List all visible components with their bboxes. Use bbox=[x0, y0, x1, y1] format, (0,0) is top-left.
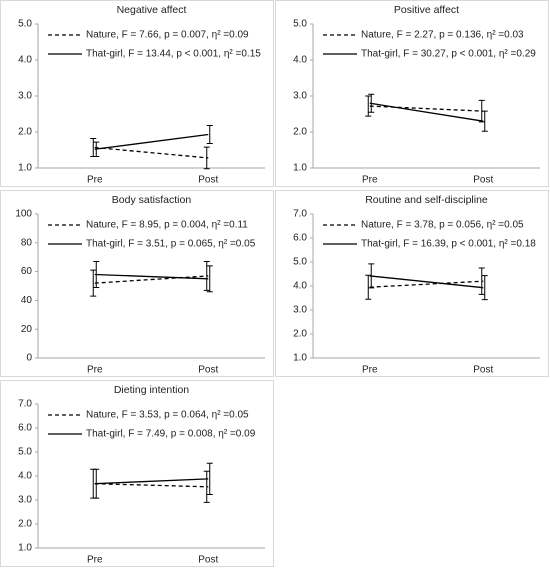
error-bar bbox=[93, 141, 100, 157]
panel-border bbox=[0, 380, 274, 567]
y-tick-label: 7.0 bbox=[293, 209, 307, 220]
x-tick-label: Post bbox=[473, 175, 493, 186]
chart-panel: Positive affect 1.0 2.0 3.0 4.0 5.0 Pre Post Nat… bbox=[275, 0, 549, 187]
x-tick-label: Pre bbox=[362, 365, 378, 376]
y-tick-label: 40 bbox=[21, 295, 33, 306]
y-tick-label: 3.0 bbox=[293, 91, 307, 102]
legend-label: That-girl, F = 30.27, p < 0.001, η² =0.2… bbox=[361, 49, 536, 60]
chart-title: Negative affect bbox=[117, 4, 187, 16]
y-tick-label: 7.0 bbox=[18, 399, 32, 410]
chart-panel: Routine and self-discipline 1.0 2.0 3.0 4.0 5… bbox=[275, 190, 549, 377]
y-tick-label: 4.0 bbox=[18, 55, 32, 66]
y-tick-label: 3.0 bbox=[293, 305, 307, 316]
error-bar bbox=[93, 468, 100, 499]
x-tick-label: Post bbox=[198, 555, 218, 566]
legend-label: Nature, F = 2.27, p = 0.136, η² =0.03 bbox=[361, 30, 524, 41]
y-tick-label: 4.0 bbox=[293, 281, 307, 292]
error-bar bbox=[206, 265, 213, 293]
y-tick-label: 3.0 bbox=[18, 91, 32, 102]
y-tick-label: 100 bbox=[15, 209, 32, 220]
y-tick-label: 2.0 bbox=[293, 329, 307, 340]
y-tick-label: 3.0 bbox=[18, 495, 32, 506]
y-tick-label: 80 bbox=[21, 237, 33, 248]
panel-border bbox=[275, 190, 549, 377]
legend-label: Nature, F = 8.95, p = 0.004, η² =0.11 bbox=[86, 220, 248, 231]
error-bar bbox=[481, 110, 488, 132]
series-line bbox=[94, 133, 209, 150]
chart-title: Positive affect bbox=[394, 4, 459, 16]
x-tick-label: Pre bbox=[362, 175, 378, 186]
x-tick-label: Post bbox=[473, 365, 493, 376]
legend-label: That-girl, F = 13.44, p < 0.001, η² =0.1… bbox=[86, 49, 261, 60]
legend-label: Nature, F = 7.66, p = 0.007, η² =0.09 bbox=[86, 30, 249, 41]
x-tick-label: Post bbox=[198, 175, 218, 186]
error-bar bbox=[203, 470, 210, 503]
y-tick-label: 2.0 bbox=[18, 519, 32, 530]
panel-border bbox=[0, 190, 274, 377]
y-tick-label: 4.0 bbox=[293, 55, 307, 66]
y-tick-label: 0 bbox=[26, 353, 32, 364]
series-line bbox=[94, 478, 209, 485]
series-line bbox=[369, 275, 484, 289]
y-tick-label: 4.0 bbox=[18, 471, 32, 482]
y-tick-label: 5.0 bbox=[293, 19, 307, 30]
x-tick-label: Pre bbox=[87, 365, 103, 376]
legend-label: Nature, F = 3.53, p = 0.064, η² =0.05 bbox=[86, 410, 249, 421]
legend-label: That-girl, F = 3.51, p = 0.065, η² =0.05 bbox=[86, 239, 256, 250]
y-tick-label: 1.0 bbox=[18, 543, 32, 554]
y-tick-label: 1.0 bbox=[18, 163, 32, 174]
series-line bbox=[94, 273, 209, 280]
error-bar bbox=[203, 146, 210, 170]
y-tick-label: 6.0 bbox=[293, 233, 307, 244]
error-bar bbox=[206, 125, 213, 145]
series-line bbox=[94, 275, 209, 284]
error-bar bbox=[365, 274, 372, 300]
chart-title: Routine and self-discipline bbox=[365, 194, 488, 206]
error-bar bbox=[93, 261, 100, 288]
error-bar bbox=[481, 275, 488, 301]
y-tick-label: 20 bbox=[21, 324, 33, 335]
chart-title: Dieting intention bbox=[114, 384, 189, 396]
error-bar bbox=[478, 267, 485, 295]
x-tick-label: Post bbox=[198, 365, 218, 376]
y-tick-label: 1.0 bbox=[293, 353, 307, 364]
chart-panel: Negative affect 1.0 2.0 3.0 4.0 5.0 Pre Post Nat… bbox=[0, 0, 274, 187]
error-bar bbox=[368, 263, 375, 289]
error-bar bbox=[206, 462, 213, 495]
y-tick-label: 5.0 bbox=[293, 257, 307, 268]
y-tick-label: 5.0 bbox=[18, 447, 32, 458]
x-tick-label: Pre bbox=[87, 175, 103, 186]
legend-label: That-girl, F = 16.39, p < 0.001, η² =0.1… bbox=[361, 239, 536, 250]
y-tick-label: 2.0 bbox=[293, 127, 307, 138]
panel-border bbox=[275, 0, 549, 187]
chart-title: Body satisfaction bbox=[112, 194, 192, 206]
y-tick-label: 2.0 bbox=[18, 127, 32, 138]
y-tick-label: 5.0 bbox=[18, 19, 32, 30]
series-line bbox=[369, 105, 484, 112]
series-line bbox=[94, 146, 209, 159]
y-tick-label: 6.0 bbox=[18, 423, 32, 434]
y-tick-label: 60 bbox=[21, 266, 33, 277]
legend-label: Nature, F = 3.78, p = 0.056, η² =0.05 bbox=[361, 220, 524, 231]
y-tick-label: 1.0 bbox=[293, 163, 307, 174]
series-line bbox=[94, 483, 209, 488]
error-bar bbox=[368, 93, 375, 113]
series-line bbox=[369, 280, 484, 288]
x-tick-label: Pre bbox=[87, 555, 103, 566]
error-bar bbox=[365, 95, 372, 117]
chart-panel: Dieting intention 1.0 2.0 3.0 4.0 5.0 6.0 7.0 Pr… bbox=[0, 380, 274, 567]
legend-label: That-girl, F = 7.49, p = 0.008, η² =0.09 bbox=[86, 429, 256, 440]
error-bar bbox=[90, 269, 97, 297]
chart-panel: Body satisfaction 0 20 40 60 80 100 Pre Post Natu… bbox=[0, 190, 274, 377]
panel-border bbox=[0, 0, 274, 187]
series-line bbox=[369, 102, 484, 122]
